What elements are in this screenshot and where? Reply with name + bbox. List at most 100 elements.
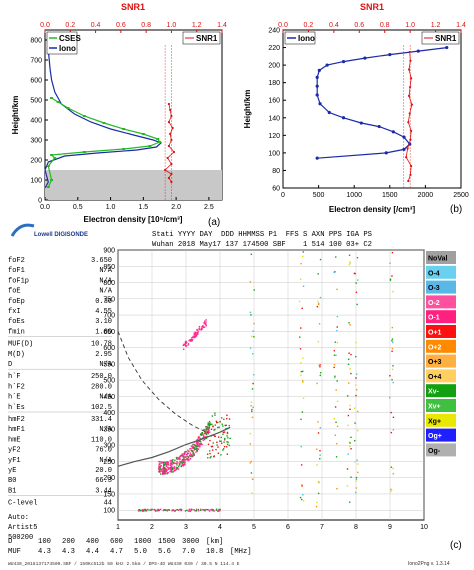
echo-point (216, 444, 218, 446)
echo-point (163, 509, 165, 511)
echo-point (175, 467, 178, 469)
echo-point (191, 508, 193, 511)
echo-point (165, 464, 168, 466)
profile-curve (117, 426, 231, 467)
echo-point (205, 428, 208, 431)
top-tick-label: 0.8 (141, 22, 151, 29)
echo-point (226, 441, 228, 443)
y-tick-label: 100 (268, 150, 280, 157)
echo-point (355, 476, 358, 479)
echo-point (215, 420, 218, 423)
echo-point (205, 427, 208, 430)
echo-point (179, 461, 181, 463)
legend-swatch (426, 428, 456, 442)
echo-point (302, 494, 304, 496)
echo-point (169, 470, 171, 473)
echo-point (302, 397, 305, 400)
echo-point (302, 500, 305, 502)
echo-point (167, 471, 169, 474)
echo-point (336, 315, 339, 318)
snr-point (167, 102, 170, 106)
echo-point (210, 508, 213, 511)
echo-point (347, 395, 349, 397)
echo-point (184, 461, 186, 463)
legend-label: O-1 (428, 315, 440, 322)
iono-point (445, 45, 449, 50)
echo-point (165, 465, 167, 467)
param-value: N/A (99, 288, 112, 296)
echo-point (299, 348, 302, 350)
echo-point (192, 452, 195, 454)
echo-point (251, 335, 253, 338)
panel-b-y-axis-label: Height/km (243, 90, 252, 129)
echo-point (162, 472, 164, 475)
footer-row1-value: [km] (206, 538, 223, 546)
echo-point (191, 340, 193, 342)
echo-point (170, 468, 172, 471)
echo-point (300, 464, 303, 466)
echo-point (179, 508, 181, 511)
echo-point (209, 452, 211, 455)
echo-point (207, 431, 209, 433)
echo-point (184, 342, 187, 344)
echo-point (169, 460, 171, 462)
echo-point (190, 447, 192, 450)
echo-point (354, 422, 356, 424)
echo-point (173, 466, 176, 468)
echo-point (207, 457, 209, 459)
echo-point (162, 470, 164, 473)
echo-point (392, 365, 394, 367)
echo-point (334, 376, 336, 379)
echo-point (192, 455, 194, 457)
echo-point (189, 458, 191, 460)
top-tick-label: 0.2 (65, 22, 75, 29)
echo-point (175, 462, 177, 465)
iono-point (315, 93, 319, 97)
echo-point (317, 303, 320, 306)
echo-point (160, 468, 163, 471)
footer-row2-value: 4.3 (38, 548, 51, 556)
echo-point (251, 388, 254, 390)
echo-point (161, 470, 164, 473)
legend-swatch (426, 295, 456, 309)
echo-point (171, 460, 173, 462)
series-line-iono (316, 47, 447, 159)
iono-point (359, 121, 363, 125)
echo-point (249, 462, 251, 464)
echo-point (202, 439, 205, 441)
y-tick-label: 60 (272, 186, 280, 193)
ionogram-frame (117, 249, 425, 521)
y-tick-label: 300 (30, 138, 42, 145)
echo-point (164, 462, 167, 465)
echo-point (316, 448, 318, 450)
echo-point (356, 429, 359, 432)
legend-snr1-label-b: SNR1 (435, 34, 457, 43)
echo-point (163, 461, 165, 463)
echo-point (389, 279, 392, 281)
footer-row1-value: 1500 (158, 538, 175, 546)
echo-point (347, 424, 349, 427)
echo-point (219, 508, 221, 511)
echo-point (179, 458, 181, 461)
panel-b-plot-area: 0 500 1000 1500 2000 2500 60 80 100 120 140 160 180 2… (268, 22, 469, 199)
echo-point (176, 460, 178, 463)
echo-point (161, 468, 163, 470)
param-value: 110.0 (91, 436, 112, 444)
y-tick-label: 600 (30, 78, 42, 85)
echo-point (199, 439, 201, 442)
echo-point (208, 428, 210, 431)
echo-point (203, 326, 206, 328)
echo-point (181, 454, 183, 457)
echo-point (186, 455, 189, 457)
iono-point (325, 63, 329, 67)
echo-point (170, 462, 172, 464)
echo-point (198, 435, 200, 438)
echo-point (220, 417, 223, 419)
echo-point (208, 424, 211, 427)
echo-point (212, 425, 214, 427)
echo-point (223, 441, 225, 443)
header-line-1: Stati YYYY DAY DDD HHMMSS P1 FFS S AXN P… (152, 231, 372, 239)
echo-point (176, 456, 178, 459)
param-value: 331.4 (91, 416, 112, 424)
